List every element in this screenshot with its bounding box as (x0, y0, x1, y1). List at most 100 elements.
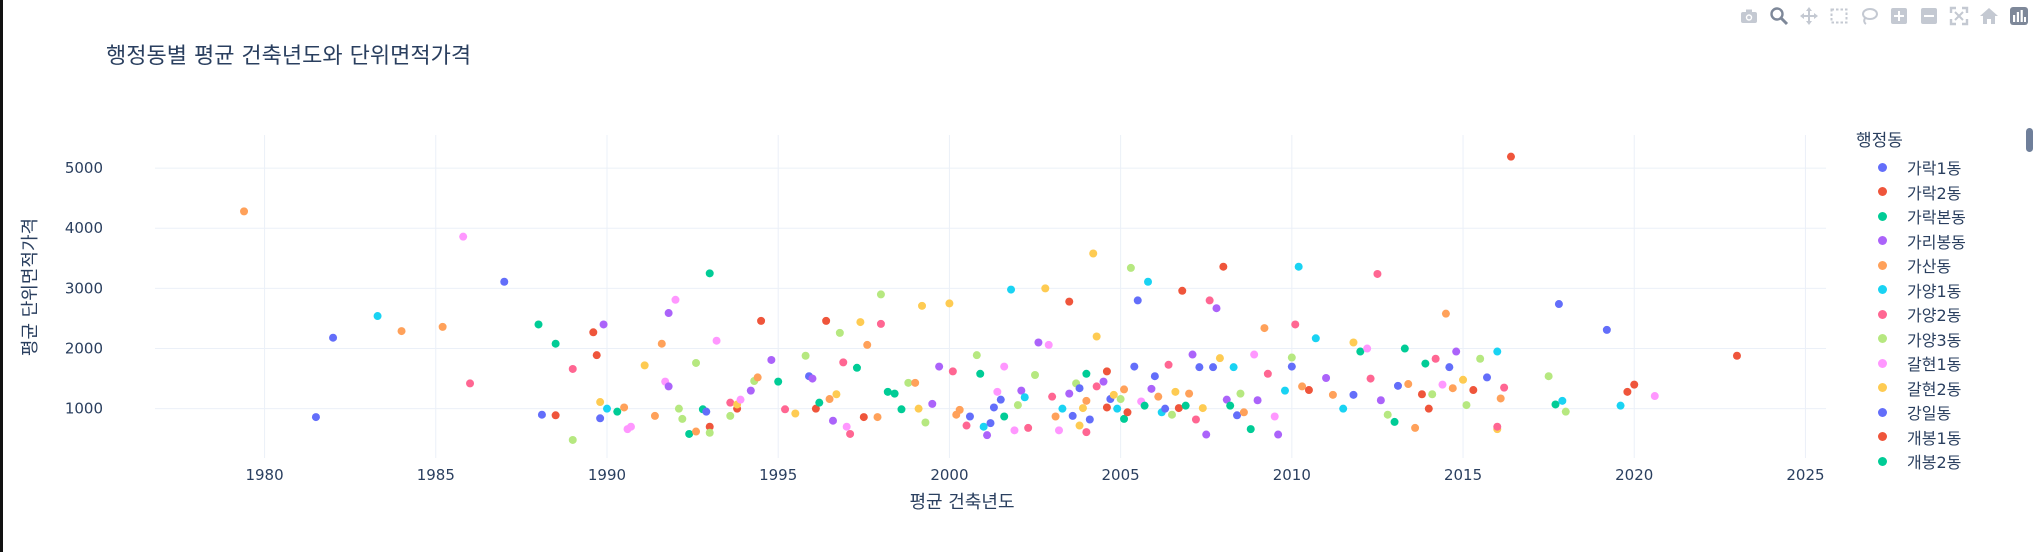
data-point[interactable] (846, 429, 855, 438)
legend-item[interactable]: 갈현2동 (1856, 376, 1966, 401)
data-point[interactable] (767, 355, 776, 364)
data-point[interactable] (945, 299, 954, 308)
data-point[interactable] (1226, 401, 1235, 410)
data-point[interactable] (1215, 354, 1224, 363)
data-point[interactable] (568, 435, 577, 444)
data-point[interactable] (1082, 396, 1091, 405)
data-point[interactable] (774, 377, 783, 386)
data-point[interactable] (876, 290, 885, 299)
data-point[interactable] (1732, 351, 1741, 360)
legend-item[interactable]: 가양2동 (1856, 302, 1966, 327)
data-point[interactable] (1164, 360, 1173, 369)
data-point[interactable] (801, 351, 810, 360)
data-point[interactable] (712, 336, 721, 345)
data-point[interactable] (671, 295, 680, 304)
data-point[interactable] (1250, 350, 1259, 359)
data-point[interactable] (993, 387, 1002, 396)
data-point[interactable] (1120, 414, 1129, 423)
data-point[interactable] (1421, 359, 1430, 368)
data-point[interactable] (989, 403, 998, 412)
data-point[interactable] (1452, 347, 1461, 356)
data-point[interactable] (1209, 363, 1218, 372)
data-point[interactable] (808, 374, 817, 383)
data-point[interactable] (781, 405, 790, 414)
data-point[interactable] (664, 309, 673, 318)
legend-item[interactable]: 강일동 (1856, 400, 1966, 425)
legend-item[interactable]: 가락2동 (1856, 180, 1966, 205)
data-point[interactable] (1270, 412, 1279, 421)
data-point[interactable] (1120, 385, 1129, 394)
data-point[interactable] (911, 378, 920, 387)
data-point[interactable] (1400, 344, 1409, 353)
data-point[interactable] (856, 318, 865, 327)
data-point[interactable] (876, 319, 885, 328)
legend-item[interactable]: 가산동 (1856, 253, 1966, 278)
data-point[interactable] (1500, 383, 1509, 392)
data-point[interactable] (1280, 386, 1289, 395)
data-point[interactable] (592, 351, 601, 360)
data-point[interactable] (551, 339, 560, 348)
data-point[interactable] (1085, 415, 1094, 424)
data-point[interactable] (1253, 396, 1262, 405)
data-point[interactable] (692, 427, 701, 436)
data-point[interactable] (839, 358, 848, 367)
data-point[interactable] (832, 390, 841, 399)
data-point[interactable] (1623, 387, 1632, 396)
data-point[interactable] (1212, 304, 1221, 313)
data-point[interactable] (1229, 363, 1238, 372)
data-point[interactable] (685, 429, 694, 438)
data-point[interactable] (1506, 152, 1515, 161)
data-point[interactable] (1630, 380, 1639, 389)
data-point[interactable] (962, 421, 971, 430)
data-point[interactable] (1493, 347, 1502, 356)
data-point[interactable] (596, 398, 605, 407)
data-point[interactable] (664, 382, 673, 391)
data-point[interactable] (1441, 309, 1450, 318)
home-icon[interactable] (1977, 4, 2001, 28)
data-point[interactable] (1010, 426, 1019, 435)
data-point[interactable] (1602, 325, 1611, 334)
data-point[interactable] (1219, 262, 1228, 271)
data-point[interactable] (1013, 401, 1022, 410)
data-point[interactable] (1339, 404, 1348, 413)
data-point[interactable] (1551, 400, 1560, 409)
data-point[interactable] (1205, 296, 1214, 305)
legend-item[interactable]: 갈현1동 (1856, 351, 1966, 376)
data-point[interactable] (1274, 430, 1283, 439)
legend-item[interactable]: 개봉1동 (1856, 425, 1966, 450)
data-point[interactable] (904, 378, 913, 387)
data-point[interactable] (692, 358, 701, 367)
data-point[interactable] (1404, 380, 1413, 389)
data-point[interactable] (1298, 382, 1307, 391)
data-point[interactable] (852, 363, 861, 372)
data-point[interactable] (791, 409, 800, 418)
data-point[interactable] (1113, 404, 1122, 413)
data-point[interactable] (1383, 410, 1392, 419)
data-point[interactable] (596, 414, 605, 423)
pan-icon[interactable] (1797, 4, 1821, 28)
data-point[interactable] (1144, 277, 1153, 286)
data-point[interactable] (976, 369, 985, 378)
data-point[interactable] (1092, 382, 1101, 391)
data-point[interactable] (935, 362, 944, 371)
data-point[interactable] (1133, 296, 1142, 305)
data-point[interactable] (890, 389, 899, 398)
data-point[interactable] (914, 404, 923, 413)
data-point[interactable] (1195, 363, 1204, 372)
data-point[interactable] (1554, 300, 1563, 309)
data-point[interactable] (736, 395, 745, 404)
data-point[interactable] (1483, 373, 1492, 382)
data-point[interactable] (705, 422, 714, 431)
data-point[interactable] (897, 405, 906, 414)
data-point[interactable] (1178, 286, 1187, 295)
data-point[interactable] (1150, 372, 1159, 381)
data-point[interactable] (1544, 372, 1553, 381)
data-point[interactable] (551, 411, 560, 420)
data-point[interactable] (1328, 390, 1337, 399)
data-point[interactable] (1411, 423, 1420, 432)
data-point[interactable] (842, 422, 851, 431)
data-point[interactable] (1438, 380, 1447, 389)
data-point[interactable] (1287, 353, 1296, 362)
data-point[interactable] (979, 422, 988, 431)
